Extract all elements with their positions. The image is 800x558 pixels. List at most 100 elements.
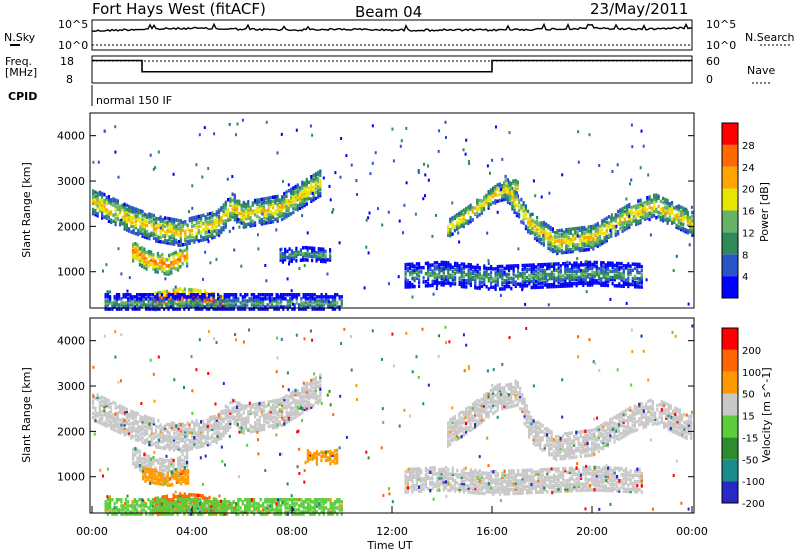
heatmap-cell bbox=[481, 203, 483, 207]
heatmap-cell bbox=[152, 456, 154, 460]
heatmap-cell bbox=[263, 413, 265, 417]
heatmap-cell bbox=[564, 262, 566, 266]
heatmap-cell bbox=[157, 236, 159, 240]
heatmap-cell bbox=[226, 293, 228, 297]
heatmap-cell bbox=[623, 264, 625, 268]
heatmap-cell bbox=[134, 453, 136, 457]
heatmap-cell bbox=[631, 206, 633, 210]
heatmap-cell bbox=[319, 169, 321, 173]
heatmap-cell bbox=[535, 280, 537, 284]
heatmap-cell bbox=[458, 218, 460, 222]
heatmap-cell bbox=[542, 234, 544, 237]
heatmap-cell bbox=[649, 218, 651, 222]
heatmap-cell bbox=[507, 190, 509, 194]
heatmap-cell bbox=[578, 263, 580, 267]
heatmap-cell bbox=[461, 262, 463, 266]
heatmap-cell bbox=[423, 163, 425, 166]
heatmap-cell bbox=[103, 397, 105, 401]
heatmap-cell bbox=[492, 286, 494, 290]
heatmap-cell bbox=[581, 247, 583, 251]
heatmap-cell bbox=[220, 416, 222, 420]
heatmap-cell bbox=[211, 434, 213, 438]
heatmap-cell bbox=[177, 288, 179, 292]
heatmap-cell bbox=[134, 295, 136, 299]
heatmap-cell bbox=[132, 243, 134, 247]
heatmap-cell bbox=[157, 252, 159, 256]
heatmap-cell bbox=[401, 139, 403, 142]
heatmap-cell bbox=[159, 303, 161, 307]
heatmap-cell bbox=[313, 386, 315, 390]
heatmap-cell bbox=[283, 422, 285, 426]
heatmap-cell bbox=[555, 277, 557, 281]
heatmap-cell bbox=[256, 410, 258, 414]
heatmap-cell bbox=[598, 164, 600, 167]
heatmap-cell bbox=[170, 498, 172, 502]
heatmap-cell bbox=[169, 443, 171, 447]
heatmap-cell bbox=[505, 179, 507, 183]
heatmap-cell bbox=[405, 263, 407, 267]
heatmap-cell bbox=[281, 133, 283, 136]
heatmap-cell bbox=[265, 279, 267, 282]
freq-label-2: [MHz] bbox=[5, 66, 37, 79]
cpid-label: CPID bbox=[8, 90, 37, 103]
heatmap-cell bbox=[160, 230, 162, 234]
heatmap-cell bbox=[223, 220, 225, 224]
heatmap-cell bbox=[454, 225, 456, 229]
heatmap-cell bbox=[163, 297, 165, 301]
heatmap-cell bbox=[662, 201, 664, 205]
heatmap-cell bbox=[209, 216, 211, 220]
heatmap-cell bbox=[182, 422, 184, 426]
heatmap-cell bbox=[323, 299, 325, 303]
heatmap-cell bbox=[318, 295, 320, 299]
heatmap-cell bbox=[534, 225, 536, 229]
heatmap-cell bbox=[218, 229, 220, 233]
heatmap-cell bbox=[686, 209, 688, 212]
heatmap-cell bbox=[529, 213, 531, 217]
heatmap-cell bbox=[586, 228, 588, 232]
heatmap-cell bbox=[155, 227, 157, 231]
heatmap-cell bbox=[211, 211, 213, 215]
heatmap-cell bbox=[517, 270, 519, 274]
heatmap-cell bbox=[619, 208, 621, 212]
heatmap-cell bbox=[217, 293, 219, 297]
heatmap-cell bbox=[510, 264, 512, 268]
heatmap-cell bbox=[245, 223, 247, 227]
heatmap-cell bbox=[127, 297, 129, 301]
heatmap-cell bbox=[110, 402, 112, 406]
heatmap-cell bbox=[178, 433, 180, 437]
heatmap-cell bbox=[148, 212, 150, 216]
heatmap-cell bbox=[243, 201, 245, 205]
heatmap-cell bbox=[288, 399, 290, 403]
heatmap-cell bbox=[193, 224, 195, 228]
heatmap-cell bbox=[280, 252, 282, 256]
heatmap-cell bbox=[223, 203, 225, 207]
heatmap-cell bbox=[178, 223, 180, 227]
heatmap-cell bbox=[560, 274, 562, 278]
heatmap-cell bbox=[633, 219, 635, 223]
heatmap-cell bbox=[304, 252, 306, 256]
heatmap-cell bbox=[272, 196, 274, 200]
heatmap-cell bbox=[341, 299, 343, 303]
heatmap-cell bbox=[115, 429, 117, 433]
heatmap-cell bbox=[295, 185, 297, 189]
heatmap-cell bbox=[109, 295, 111, 299]
heatmap-cell bbox=[155, 237, 157, 241]
heatmap-cell bbox=[538, 222, 540, 226]
heatmap-cell bbox=[191, 233, 193, 237]
heatmap-cell bbox=[202, 236, 204, 240]
heatmap-cell bbox=[201, 176, 203, 179]
heatmap-cell bbox=[308, 388, 310, 392]
heatmap-cell bbox=[289, 297, 291, 301]
heatmap-cell bbox=[112, 424, 114, 428]
heatmap-cell bbox=[290, 392, 292, 396]
heatmap-cell bbox=[300, 259, 302, 263]
heatmap-cell bbox=[418, 285, 420, 289]
heatmap-cell bbox=[292, 390, 294, 394]
heatmap-cell bbox=[571, 282, 573, 286]
heatmap-cell bbox=[309, 293, 311, 297]
heatmap-cell bbox=[512, 179, 514, 183]
heatmap-cell bbox=[418, 270, 420, 274]
heatmap-cell bbox=[160, 240, 162, 244]
heatmap-cell bbox=[209, 436, 211, 440]
heatmap-cell bbox=[587, 273, 589, 277]
